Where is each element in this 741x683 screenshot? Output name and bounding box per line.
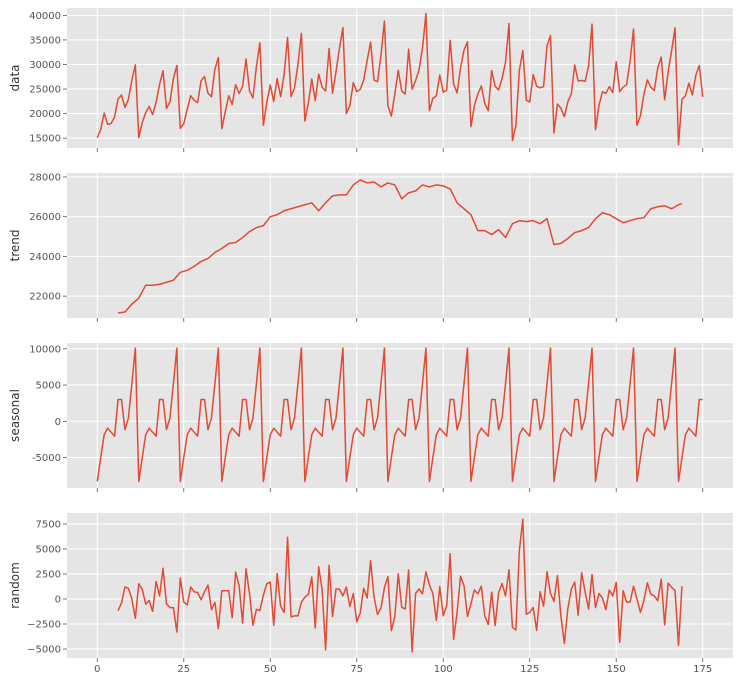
x-tick-label: 125 [520, 664, 539, 675]
y-tick-label: 0 [55, 595, 61, 606]
y-tick-label: 15000 [29, 134, 61, 145]
y-axis-label: data [8, 64, 22, 91]
y-axis-label: seasonal [8, 389, 22, 442]
y-tick-label: 2500 [36, 570, 61, 581]
subplot-seasonal: -5000 0 5000 10000 seasonal [8, 343, 733, 492]
y-tick-label: 26000 [29, 212, 61, 223]
y-tick-label: 30000 [29, 60, 61, 71]
plot-area [67, 343, 733, 488]
y-tick-label: −5000 [27, 645, 61, 656]
y-tick-label: 20000 [29, 109, 61, 120]
x-tick-label: 25 [177, 664, 190, 675]
subplot-data: 15000 20000 25000 30000 35000 40000 data [8, 8, 733, 152]
y-tick-label: 22000 [29, 292, 61, 303]
y-tick-label: 10000 [29, 344, 61, 355]
y-tick-label: 28000 [29, 172, 61, 183]
x-tick-label: 100 [434, 664, 453, 675]
plot-area [67, 173, 733, 318]
y-tick-label: 0 [55, 417, 61, 428]
y-tick-label: 24000 [29, 252, 61, 263]
x-tick-label: 150 [607, 664, 626, 675]
series-line-data [96, 12, 704, 146]
x-tick-label: 175 [693, 664, 712, 675]
y-tick-label: 5000 [36, 545, 61, 556]
y-tick-label: 35000 [29, 35, 61, 46]
y-axis-label: random [8, 562, 22, 609]
y-tick-label: -5000 [32, 453, 61, 464]
y-tick-label: 5000 [36, 381, 61, 392]
x-tick-label: 75 [350, 664, 363, 675]
series-line-random [117, 518, 683, 653]
subplot-trend: 22000 24000 26000 28000 trend [8, 172, 733, 322]
y-tick-label: −2500 [27, 620, 61, 631]
y-tick-label: 7500 [36, 520, 61, 531]
y-axis-label: trend [8, 230, 22, 262]
series-line-seasonal [96, 347, 703, 483]
x-tick-label: 50 [264, 664, 277, 675]
series-line-trend [117, 179, 683, 314]
y-tick-label: 25000 [29, 85, 61, 96]
y-tick-label: 40000 [29, 11, 61, 22]
subplot-random: 0 25 50 75 100 125 150 175 −5000 −2500 0 2500 5000 75… [8, 513, 733, 675]
x-tick-label: 0 [94, 664, 100, 675]
